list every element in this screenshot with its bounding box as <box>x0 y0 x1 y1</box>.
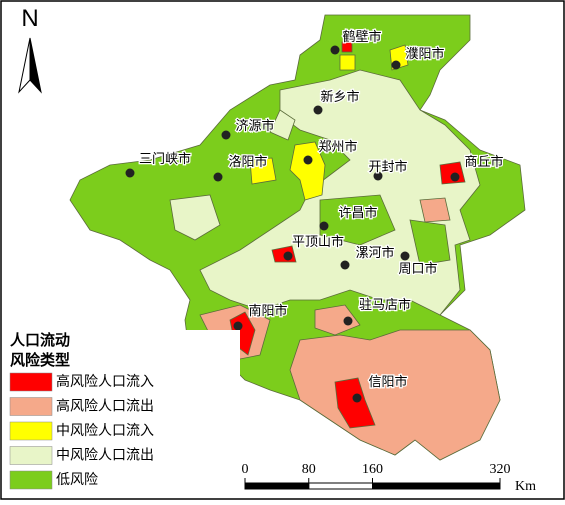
city-label: 信阳市 <box>368 374 407 389</box>
legend-label: 中风险人口流入 <box>56 423 154 439</box>
scale-label: 0 <box>242 462 249 477</box>
city-label: 驻马店市 <box>359 297 411 312</box>
region <box>314 304 361 336</box>
legend-label: 高风险人口流入 <box>56 373 154 390</box>
legend-swatch <box>9 397 53 416</box>
city-label: 新乡市 <box>320 89 359 104</box>
city-dot <box>221 130 231 140</box>
city-dot <box>233 321 243 331</box>
city-label: 商丘市 <box>464 154 503 169</box>
region <box>289 329 501 461</box>
region <box>289 141 326 201</box>
city-label: 许昌市 <box>338 205 377 220</box>
region <box>319 194 396 246</box>
city-label: 周口市 <box>398 261 437 276</box>
region <box>249 157 277 185</box>
scale-segment <box>244 482 310 490</box>
region <box>419 197 451 223</box>
city-label: 南阳市 <box>248 303 287 318</box>
city-dot <box>125 168 135 178</box>
region <box>409 219 451 266</box>
region <box>269 109 296 141</box>
scale-segment <box>308 482 373 490</box>
legend-label: 高风险人口流出 <box>56 398 154 415</box>
city-dot <box>313 105 323 115</box>
legend-swatch <box>9 470 53 490</box>
city-dot <box>319 221 329 231</box>
city-label: 洛阳市 <box>228 154 267 169</box>
legend-title: 风险类型 <box>10 351 70 369</box>
city-label: 三门峡市 <box>139 151 191 166</box>
city-label: 开封市 <box>368 159 407 174</box>
region <box>341 39 353 53</box>
city-dot <box>391 60 401 70</box>
region <box>199 69 481 316</box>
city-dot <box>283 251 293 261</box>
city-dot <box>330 45 340 55</box>
city-label: 济源市 <box>235 118 274 133</box>
city-label: 鹤壁市 <box>342 29 381 44</box>
scale-label: 320 <box>490 462 511 477</box>
city-dot <box>400 251 410 261</box>
legend-label: 低风险 <box>56 472 98 488</box>
region <box>169 194 221 241</box>
city-label: 平顶山市 <box>292 234 344 249</box>
scale-label: 80 <box>302 462 316 477</box>
region <box>334 377 376 429</box>
city-dot <box>340 260 350 270</box>
north-label: N <box>21 5 38 32</box>
city-label: 郑州市 <box>318 139 357 154</box>
north-arrow <box>29 37 42 94</box>
city-dot <box>343 316 353 326</box>
legend-swatch <box>9 372 53 392</box>
legend-swatch <box>9 446 53 465</box>
city-dot <box>352 393 362 403</box>
city-dot <box>213 172 223 182</box>
legend-label: 中风险人口流出 <box>56 448 154 464</box>
city-dot <box>303 155 313 165</box>
legend-swatch <box>9 421 53 441</box>
region <box>339 54 356 71</box>
scale-label: 160 <box>362 462 383 477</box>
scale-segment <box>372 482 501 490</box>
city-label: 漯河市 <box>355 245 394 260</box>
legend-title: 人口流动 <box>10 331 70 349</box>
city-dot <box>450 172 460 182</box>
city-dot <box>373 171 383 181</box>
city-label: 濮阳市 <box>405 46 444 61</box>
scale-unit: Km <box>515 479 536 494</box>
